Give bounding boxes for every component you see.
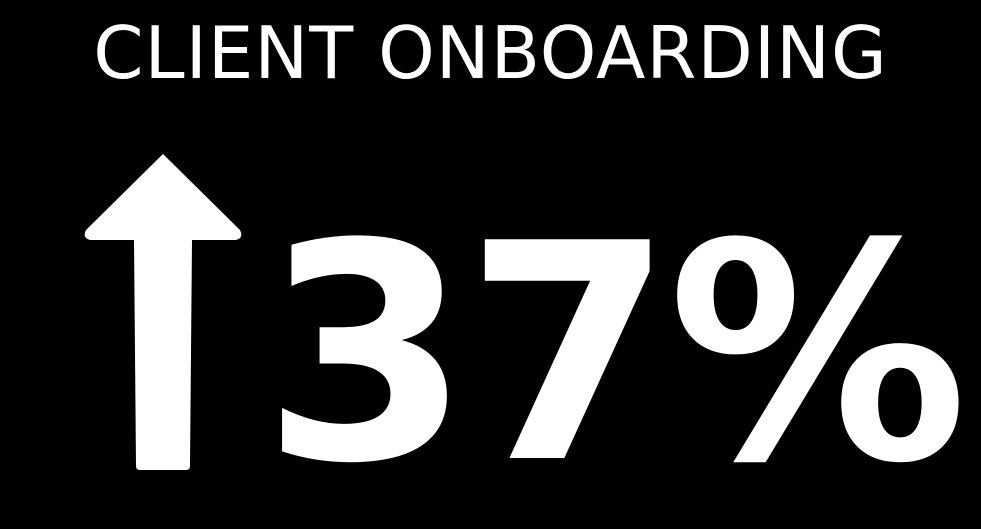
arrow-up-icon bbox=[84, 154, 242, 470]
stat-value: 37% bbox=[262, 180, 968, 529]
stat-title: CLIENT ONBOARDING bbox=[93, 11, 888, 95]
stat-card: CLIENT ONBOARDING 37% bbox=[84, 11, 969, 529]
